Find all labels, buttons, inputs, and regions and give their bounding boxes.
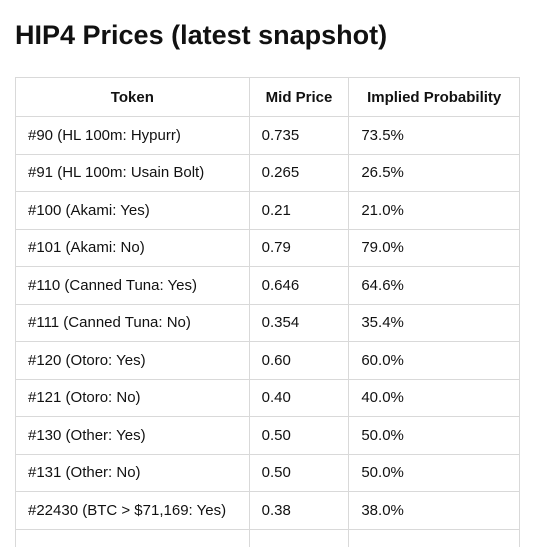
column-header: Token (15, 77, 250, 117)
table-cell: 50.0% (348, 453, 520, 492)
table-cell: 64.6% (348, 266, 520, 305)
table-cell: 50.0% (348, 416, 520, 455)
table-row: #121 (Otoro: No) 0.40 40.0% (15, 378, 520, 417)
table-cell: 0.38 (248, 491, 350, 530)
table-row: #101 (Akami: No) 0.79 79.0% (15, 228, 520, 267)
table-cell: 0.21 (248, 191, 350, 230)
table-cell: #131 (Other: No) (15, 453, 250, 492)
table-cell: 0.735 (248, 116, 350, 155)
table-cell: #100 (Akami: Yes) (15, 191, 250, 230)
table-cell: #22430 (BTC > $71,169: Yes) (15, 491, 250, 530)
column-header: Mid Price (248, 77, 350, 117)
table-cell: #90 (HL 100m: Hypurr) (15, 116, 250, 155)
table-cell: 40.0% (348, 378, 520, 417)
table-cell: 0.646 (248, 266, 350, 305)
table-cell: 26.5% (348, 153, 520, 192)
table-cell: 35.4% (348, 303, 520, 342)
table-row: #130 (Other: Yes) 0.50 50.0% (15, 416, 520, 455)
column-header: Implied Probability (348, 77, 520, 117)
table-row: #91 (HL 100m: Usain Bolt) 0.265 26.5% (15, 153, 520, 192)
price-table: Token Mid Price Implied Probability #90 (H… (15, 77, 520, 547)
table-row: #120 (Otoro: Yes) 0.60 60.0% (15, 341, 520, 380)
table-row: #100 (Akami: Yes) 0.21 21.0% (15, 191, 520, 230)
page-title: HIP4 Prices (latest snapshot) (15, 20, 388, 50)
table-row-partial (15, 528, 520, 547)
table-cell: #130 (Other: Yes) (15, 416, 250, 455)
table-cell: #120 (Otoro: Yes) (15, 341, 250, 380)
table-cell-empty (248, 528, 350, 547)
table-cell: 21.0% (348, 191, 520, 230)
table-cell: 0.265 (248, 153, 350, 192)
table-row: #110 (Canned Tuna: Yes) 0.646 64.6% (15, 266, 520, 305)
table-cell: 60.0% (348, 341, 520, 380)
table-body: #90 (HL 100m: Hypurr) 0.735 73.5% #91 (HL 1… (15, 116, 520, 547)
table-cell-empty (348, 528, 520, 547)
table-row: #131 (Other: No) 0.50 50.0% (15, 453, 520, 492)
table-cell: 0.50 (248, 453, 350, 492)
header-row: Token Mid Price Implied Probability (15, 77, 520, 117)
table-cell: #110 (Canned Tuna: Yes) (15, 266, 250, 305)
table-cell: #91 (HL 100m: Usain Bolt) (15, 153, 250, 192)
table-cell: 0.60 (248, 341, 350, 380)
table-cell: #101 (Akami: No) (15, 228, 250, 267)
table-cell: 79.0% (348, 228, 520, 267)
table-cell: 0.354 (248, 303, 350, 342)
table-cell: #121 (Otoro: No) (15, 378, 250, 417)
table-cell: #111 (Canned Tuna: No) (15, 303, 250, 342)
table-cell: 73.5% (348, 116, 520, 155)
table-cell: 0.79 (248, 228, 350, 267)
table-cell-empty (15, 528, 250, 547)
table-cell: 0.40 (248, 378, 350, 417)
table-row: #90 (HL 100m: Hypurr) 0.735 73.5% (15, 116, 520, 155)
table-row: #111 (Canned Tuna: No) 0.354 35.4% (15, 303, 520, 342)
table-cell: 38.0% (348, 491, 520, 530)
table-cell: 0.50 (248, 416, 350, 455)
table-row: #22430 (BTC > $71,169: Yes) 0.38 38.0% (15, 491, 520, 530)
